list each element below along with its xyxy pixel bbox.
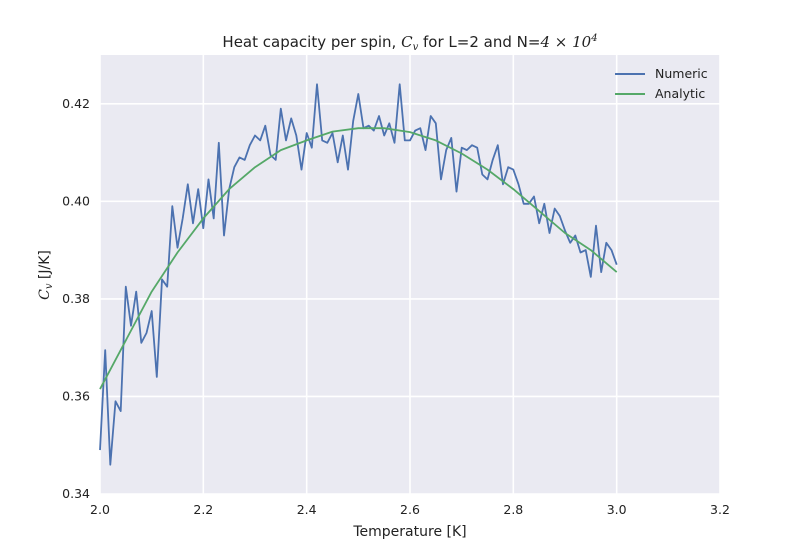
legend-label-analytic: Analytic xyxy=(655,86,705,101)
x-tick-label: 2.8 xyxy=(503,502,523,517)
chart-title: Heat capacity per spin, Cv for L=2 and N… xyxy=(222,33,597,53)
x-tick-label: 2.4 xyxy=(297,502,317,517)
legend-label-numeric: Numeric xyxy=(655,66,708,81)
series-line-analytic xyxy=(99,127,618,390)
y-tick-label: 0.38 xyxy=(62,291,90,306)
legend: Numeric Analytic xyxy=(615,66,708,101)
y-tick-label: 0.40 xyxy=(62,193,90,208)
series-line-numeric xyxy=(99,83,618,466)
x-tick-label: 2.2 xyxy=(193,502,213,517)
series-lines xyxy=(99,83,618,466)
x-tick-label: 2.0 xyxy=(90,502,110,517)
y-tick-label: 0.36 xyxy=(62,388,90,403)
tick-labels: 2.0 2.2 2.4 2.6 2.8 3.0 3.2 0.34 0.36 0.38 0.40 0.4… xyxy=(62,96,730,517)
y-tick-label: 0.42 xyxy=(62,96,90,111)
x-tick-label: 3.2 xyxy=(710,502,730,517)
y-axis-label: Cv [J/K] xyxy=(37,250,55,300)
x-tick-label: 2.6 xyxy=(400,502,420,517)
x-axis-label: Temperature [K] xyxy=(352,524,466,540)
y-tick-label: 0.34 xyxy=(62,486,90,501)
x-tick-label: 3.0 xyxy=(607,502,627,517)
grid-lines xyxy=(99,55,721,495)
